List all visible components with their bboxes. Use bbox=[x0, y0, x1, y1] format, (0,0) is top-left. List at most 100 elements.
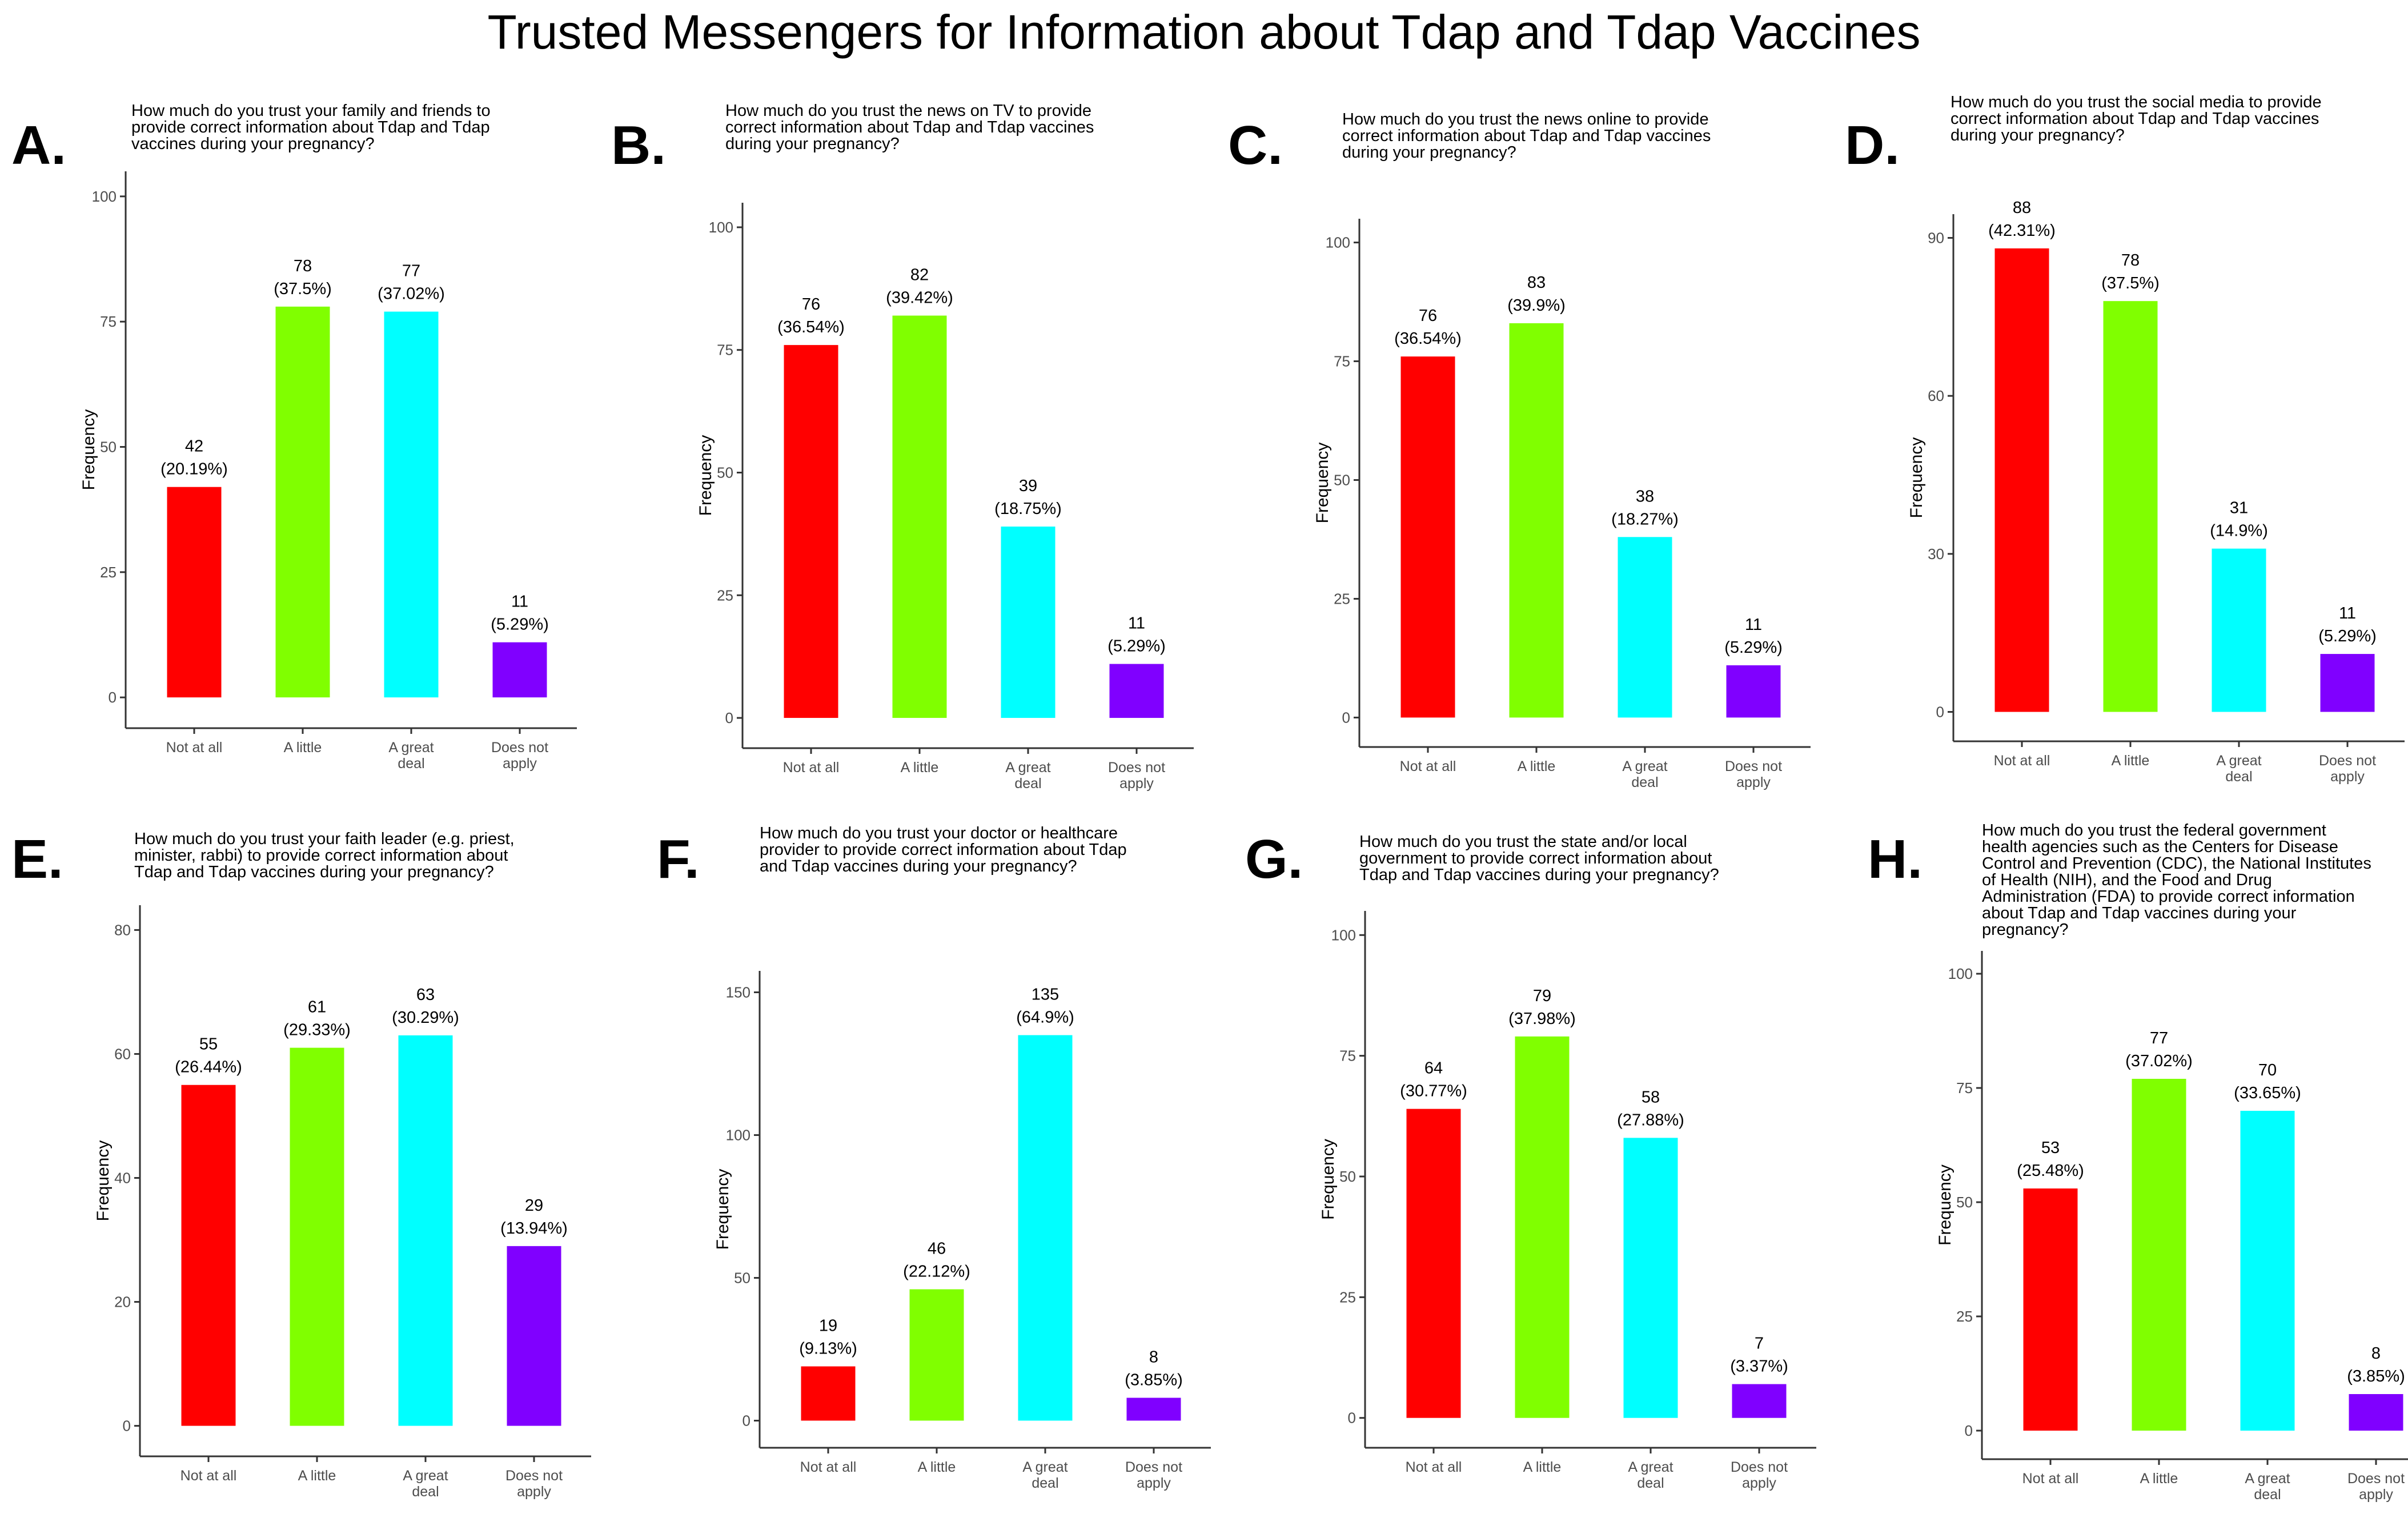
x-tick-label: Does not bbox=[1725, 758, 1782, 774]
x-tick-label: Does not bbox=[2319, 753, 2376, 769]
panel-letter: B. bbox=[611, 115, 666, 176]
x-tick-label: A great bbox=[388, 740, 434, 756]
bar-value-label: 11 bbox=[1128, 615, 1145, 633]
bar-value-label: 55 bbox=[199, 1035, 218, 1054]
question-line: about Tdap and Tdap vaccines during your bbox=[1982, 904, 2297, 922]
y-tick-label: 0 bbox=[725, 709, 733, 726]
question-line: provide correct information about Tdap a… bbox=[131, 118, 490, 136]
chart-question-title: How much do you trust your faith leader … bbox=[134, 831, 515, 881]
bar-value-label: 78 bbox=[294, 257, 312, 275]
y-tick-label: 30 bbox=[1928, 545, 1944, 563]
x-tick-label: apply bbox=[517, 1484, 551, 1500]
bar-percent-label: (13.94%) bbox=[500, 1219, 568, 1238]
bar-percent-label: (22.12%) bbox=[903, 1263, 970, 1281]
y-tick-label: 100 bbox=[1948, 965, 1973, 982]
x-tick-label: apply bbox=[503, 756, 537, 772]
y-tick-label: 75 bbox=[1956, 1079, 1973, 1097]
y-axis-label: Frequency bbox=[713, 1169, 732, 1250]
question-line: vaccines during your pregnancy? bbox=[131, 135, 375, 153]
x-tick-label: A great bbox=[403, 1468, 448, 1484]
question-line: and Tdap vaccines during your pregnancy? bbox=[760, 857, 1077, 876]
bar-value-label: 39 bbox=[1019, 477, 1037, 495]
bar bbox=[2212, 548, 2266, 712]
question-line: How much do you trust your doctor or hea… bbox=[760, 824, 1118, 842]
y-tick-label: 100 bbox=[726, 1127, 751, 1144]
question-line: Tdap and Tdap vaccines during your pregn… bbox=[134, 863, 494, 881]
bar bbox=[801, 1366, 856, 1421]
x-tick-label: A little bbox=[2112, 753, 2150, 769]
x-tick-label: Does not bbox=[1125, 1459, 1182, 1475]
y-tick-label: 25 bbox=[1956, 1308, 1973, 1325]
bar-value-label: 78 bbox=[2121, 251, 2140, 270]
bar-chart-svg: 0 30 60 90 Frequency 88 (42.31%) Not at all 78 (3… bbox=[1907, 199, 2405, 785]
bar-value-label: 79 bbox=[1533, 987, 1551, 1005]
y-tick-label: 0 bbox=[123, 1417, 131, 1435]
bar bbox=[1515, 1036, 1570, 1418]
y-tick-label: 100 bbox=[1331, 926, 1356, 943]
y-tick-label: 0 bbox=[1342, 709, 1350, 726]
question-line: correct information about Tdap and Tdap … bbox=[1951, 110, 2319, 128]
x-tick-label: A great bbox=[1622, 758, 1667, 774]
x-tick-label: apply bbox=[2359, 1487, 2393, 1503]
y-tick-label: 90 bbox=[1928, 230, 1944, 247]
question-line: during your pregnancy? bbox=[725, 135, 900, 153]
bar-value-label: 7 bbox=[1755, 1335, 1764, 1353]
bar-value-label: 70 bbox=[2258, 1061, 2277, 1079]
y-axis-label: Frequency bbox=[1907, 437, 1926, 519]
bar-chart-svg: 0 25 50 75 100 Frequency 76 (36.54%) Not at all 8… bbox=[1313, 219, 1811, 790]
bar-value-label: 58 bbox=[1642, 1088, 1660, 1106]
x-tick-label: A little bbox=[1518, 758, 1556, 774]
y-axis-label: Frequency bbox=[79, 409, 98, 491]
bar-chart-svg: 0 50 100 150 Frequency 19 (9.13%) Not at all 46 (… bbox=[713, 971, 1211, 1491]
x-tick-label: apply bbox=[2330, 769, 2365, 785]
y-axis-label: Frequency bbox=[1313, 443, 1332, 524]
x-tick-label: deal bbox=[1637, 1475, 1664, 1491]
chart-question-title: How much do you trust your family and fr… bbox=[131, 103, 491, 152]
y-tick-label: 50 bbox=[734, 1270, 751, 1287]
figure-title: Trusted Messengers for Information about… bbox=[487, 5, 1921, 59]
question-line: Tdap and Tdap vaccines during your pregn… bbox=[1359, 866, 1719, 884]
question-line: of Health (NIH), and the Food and Drug bbox=[1982, 871, 2272, 889]
bar-percent-label: (5.29%) bbox=[2318, 627, 2377, 645]
x-tick-label: A great bbox=[1628, 1459, 1673, 1475]
bar bbox=[1732, 1384, 1787, 1418]
bar bbox=[1618, 537, 1672, 718]
chart-question-title: How much do you trust the federal govern… bbox=[1982, 822, 2371, 938]
chart-question-title: How much do you trust the news online to… bbox=[1342, 111, 1711, 161]
x-tick-label: Not at all bbox=[1400, 758, 1456, 774]
bar-value-label: 77 bbox=[2150, 1029, 2168, 1047]
bar-value-label: 8 bbox=[1149, 1348, 1158, 1367]
x-tick-label: Not at all bbox=[2022, 1471, 2079, 1487]
bar-percent-label: (5.29%) bbox=[1107, 637, 1166, 656]
bar-percent-label: (37.5%) bbox=[274, 280, 332, 298]
question-line: correct information about Tdap and Tdap … bbox=[1342, 127, 1711, 145]
bar-value-label: 11 bbox=[1745, 616, 1762, 634]
bar-percent-label: (39.9%) bbox=[1507, 296, 1566, 315]
chart-panel: G. How much do you trust the state and/or… bbox=[1245, 0, 1839, 1491]
y-tick-label: 0 bbox=[743, 1412, 751, 1429]
bar bbox=[398, 1035, 453, 1426]
bar-percent-label: (42.31%) bbox=[1988, 222, 2056, 240]
bar-percent-label: (30.77%) bbox=[1400, 1082, 1467, 1101]
bar bbox=[2240, 1111, 2295, 1431]
bar-percent-label: (5.29%) bbox=[491, 616, 549, 634]
question-line: How much do you trust your family and fr… bbox=[131, 102, 491, 120]
x-tick-label: Does not bbox=[1731, 1459, 1788, 1475]
panel-letter: C. bbox=[1228, 115, 1283, 176]
bar bbox=[1726, 665, 1781, 718]
bar-percent-label: (30.29%) bbox=[392, 1009, 459, 1027]
bar bbox=[1509, 323, 1564, 718]
bar bbox=[1109, 664, 1164, 718]
bar-value-label: 64 bbox=[1424, 1059, 1443, 1078]
bar-value-label: 88 bbox=[2013, 199, 2031, 217]
y-tick-label: 50 bbox=[717, 464, 733, 481]
y-tick-label: 50 bbox=[1334, 472, 1350, 489]
bar-chart-svg: 0 25 50 75 100 Frequency 76 (36.54%) Not at all 8… bbox=[696, 203, 1194, 792]
bar bbox=[167, 487, 222, 698]
chart-panel: D. How much do you trust the social media… bbox=[1845, 0, 2408, 785]
bar-percent-label: (3.37%) bbox=[1730, 1358, 1788, 1376]
bar-percent-label: (37.02%) bbox=[378, 285, 445, 303]
x-tick-label: A great bbox=[2216, 753, 2261, 769]
question-line: government to provide correct informatio… bbox=[1359, 849, 1712, 868]
y-tick-label: 20 bbox=[114, 1294, 131, 1311]
